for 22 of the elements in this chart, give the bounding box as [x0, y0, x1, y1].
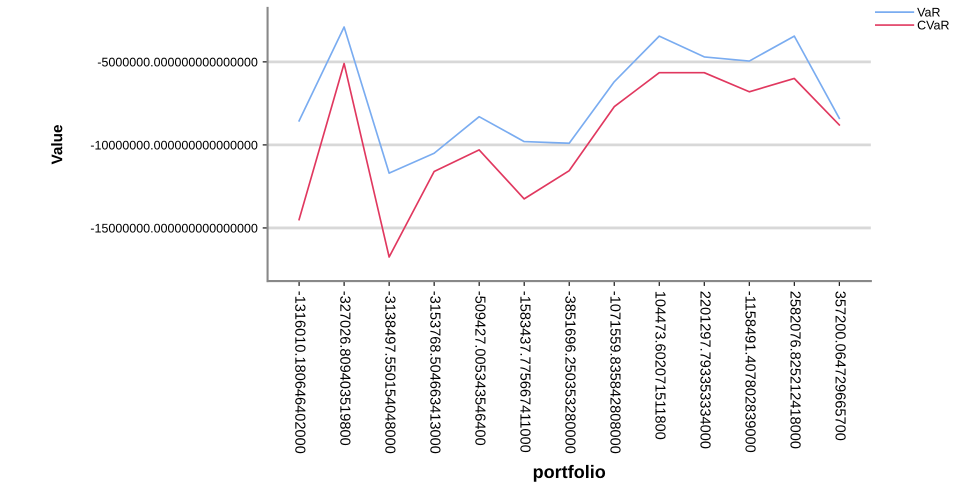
x-tick-label: -327026.809403519800 — [340, 291, 351, 446]
x-tick-label: -509427.005343546400 — [475, 291, 486, 446]
legend-label: CVaR — [918, 20, 949, 30]
x-tick-label: 104473.602071511800 — [655, 292, 666, 440]
y-tick-label: -10000000.000000000000000 — [90, 140, 258, 150]
y-tick-label: -15000000.000000000000000 — [90, 224, 258, 233]
line-series — [298, 26, 840, 174]
y-axis-title: Value — [51, 125, 62, 164]
legend-label: VaR — [917, 8, 940, 17]
x-tick-label: -1158491.407802839000 — [745, 291, 756, 452]
x-tick-label: -1583437.775667411000 — [520, 291, 531, 452]
line-series — [298, 62, 840, 258]
x-tick-label: 2201297.793353334000 — [700, 292, 711, 448]
x-tick-label: 2582076.825212418000 — [790, 292, 801, 448]
x-tick-label: -1316010.180646402000 — [295, 291, 306, 454]
x-axis-title: portfolio — [534, 464, 606, 482]
x-tick-label: -1071559.835842808000 — [610, 291, 621, 454]
x-tick-label: -3138497.550154048000 — [385, 291, 396, 454]
x-tick-label: -3851696.250353280000 — [565, 291, 576, 454]
y-tick-label: -5000000.000000000000000 — [98, 58, 258, 67]
x-tick-label: -3153768.504663413000 — [430, 291, 441, 454]
x-tick-label: 357200.064729665700 — [835, 291, 846, 440]
